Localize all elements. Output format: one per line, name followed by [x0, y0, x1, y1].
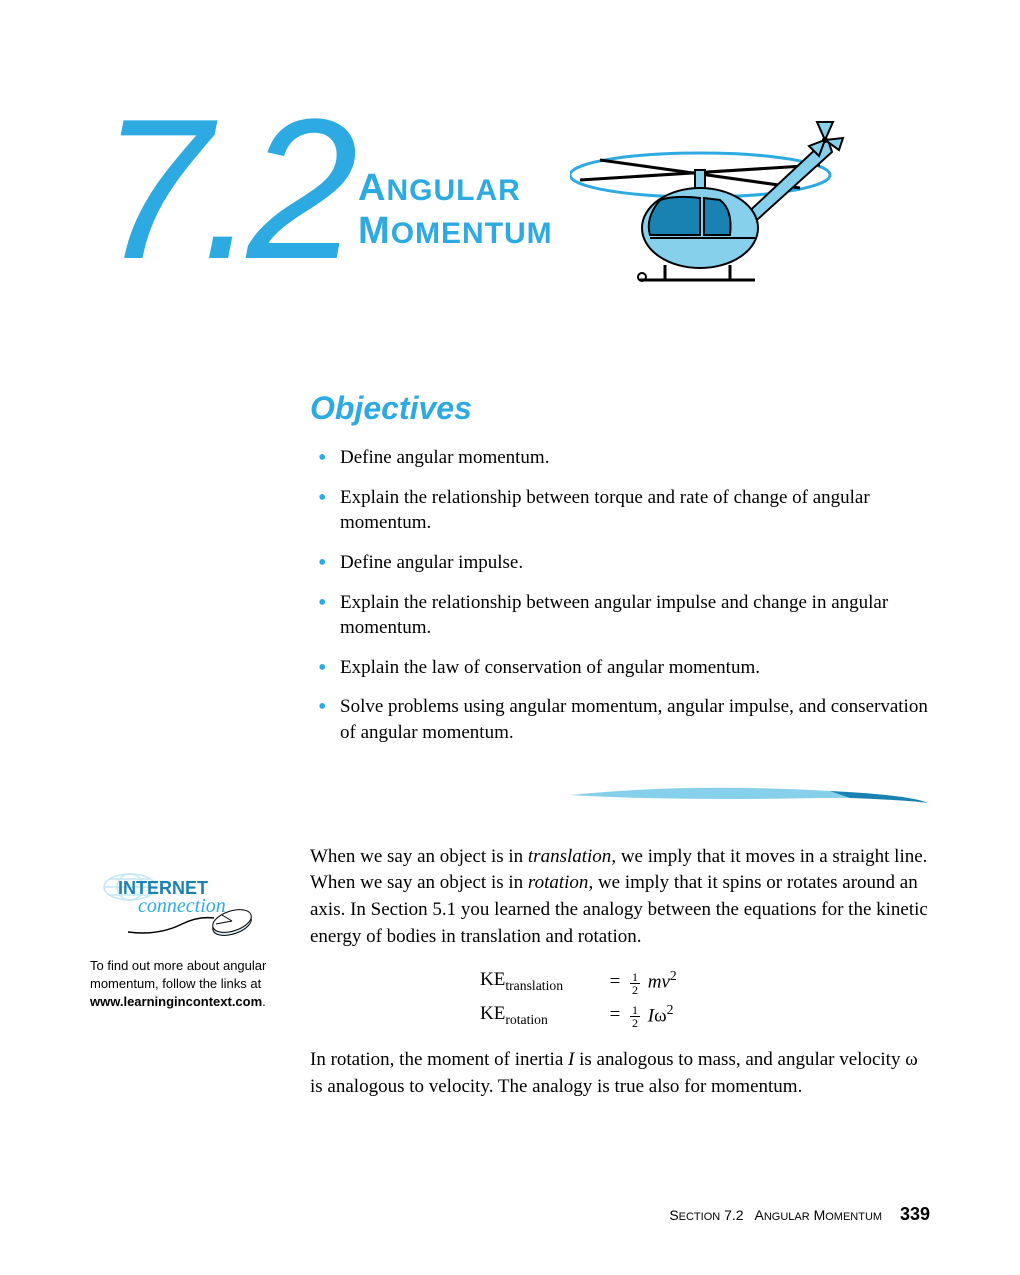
- eq-var: ω: [654, 1005, 667, 1026]
- italic-term: rotation: [528, 872, 589, 893]
- equation-block: KEtranslation = 12 mv2 KErotation = 12 I…: [480, 968, 930, 1029]
- section-title: ANGULAR MOMENTUM: [358, 167, 553, 253]
- internet-connection-logo: INTERNET connection: [90, 870, 280, 945]
- equation-row: KErotation = 12 Iω2: [480, 1002, 930, 1029]
- equals-sign: =: [600, 971, 630, 993]
- sidebar-url: www.learningincontext.com: [90, 994, 262, 1009]
- fraction-half: 12: [630, 1004, 640, 1029]
- equals-sign: =: [600, 1004, 630, 1026]
- paragraph: In rotation, the moment of inertia I is …: [310, 1047, 930, 1100]
- eq-var: m: [648, 971, 662, 992]
- italic-term: translation: [528, 846, 611, 867]
- title-word2-cap: M: [358, 210, 391, 252]
- section-number: 7.2: [100, 90, 348, 290]
- list-item: Define angular momentum.: [310, 445, 930, 471]
- objectives-list: Define angular momentum. Explain the rel…: [310, 445, 930, 746]
- objectives-heading: Objectives: [310, 390, 930, 427]
- title-word1-cap: A: [358, 167, 386, 209]
- section-header: 7.2 ANGULAR MOMENTUM: [100, 90, 930, 290]
- list-item: Explain the relationship between angular…: [310, 590, 930, 641]
- eq-symbol: KE: [480, 1003, 505, 1024]
- page-footer: SECTION 7.2 ANGULAR MOMENTUM 339: [669, 1204, 930, 1225]
- svg-text:connection: connection: [138, 895, 226, 917]
- eq-var: v: [661, 971, 669, 992]
- footer-title: ANGULAR MOMENTUM: [754, 1207, 882, 1223]
- title-word2-rest: OMENTUM: [391, 217, 553, 250]
- eq-subscript: rotation: [505, 1012, 548, 1027]
- divider-swoosh-icon: [310, 781, 930, 814]
- eq-subscript: translation: [505, 978, 563, 993]
- text-run: When we say an object is in: [310, 846, 528, 867]
- sidebar-note: To find out more about angular momentum,…: [90, 957, 280, 1012]
- list-item: Define angular impulse.: [310, 550, 930, 576]
- fraction-half: 12: [630, 971, 640, 996]
- title-word1-rest: NGULAR: [386, 174, 520, 207]
- internet-sidebar: INTERNET connection To find out more abo…: [90, 870, 280, 1012]
- eq-sup: 2: [667, 1002, 674, 1017]
- list-item: Explain the relationship between torque …: [310, 485, 930, 536]
- equation-row: KEtranslation = 12 mv2: [480, 968, 930, 995]
- page-number: 339: [900, 1204, 930, 1224]
- text-run: To find out more about angular momentum,…: [90, 958, 266, 991]
- footer-section-label: SECTION: [669, 1207, 720, 1223]
- text-run: In rotation, the moment of inertia: [310, 1049, 568, 1070]
- text-run: .: [262, 994, 266, 1009]
- main-content: Objectives Define angular momentum. Expl…: [310, 390, 930, 1100]
- paragraph: When we say an object is in translation,…: [310, 844, 930, 950]
- list-item: Explain the law of conservation of angul…: [310, 655, 930, 681]
- eq-symbol: KE: [480, 969, 505, 990]
- list-item: Solve problems using angular momentum, a…: [310, 694, 930, 745]
- eq-sup: 2: [670, 968, 677, 983]
- helicopter-icon: [570, 80, 850, 295]
- footer-section-num: 7.2: [724, 1207, 743, 1223]
